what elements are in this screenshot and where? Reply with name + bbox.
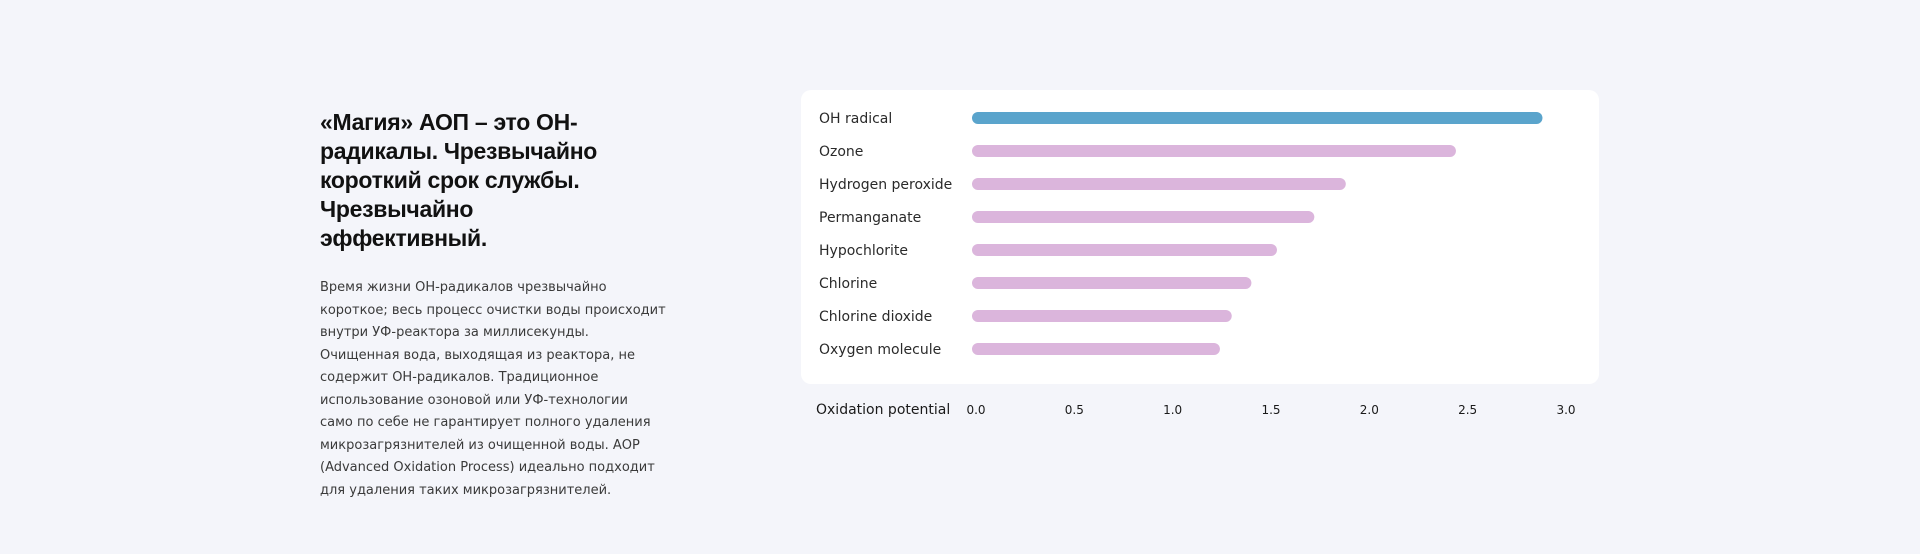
- bar-chlorine-dioxide: [972, 310, 1232, 322]
- x-tick-label: 1.5: [1261, 403, 1280, 417]
- bar-oxygen-molecule: [972, 343, 1220, 355]
- description-line: Время жизни ОН-радикалов чрезвычайно: [320, 280, 607, 295]
- bar-hypochlorite: [972, 244, 1277, 256]
- x-axis-label: Oxidation potential: [816, 402, 950, 418]
- description-line: использование озоновой или УФ-технологии: [320, 392, 628, 408]
- x-tick-label: 0.5: [1065, 403, 1084, 417]
- description-line: (Advanced Oxidation Process) идеально по…: [320, 460, 655, 475]
- intro-text-block: «Магия» АОП – это ОН- радикалы. Чрезвыча…: [320, 108, 666, 502]
- x-tick-label: 2.0: [1360, 403, 1379, 417]
- section-heading: «Магия» АОП – это ОН- радикалы. Чрезвыча…: [320, 108, 660, 253]
- category-label: Oxygen molecule: [819, 342, 941, 358]
- section-description: Время жизни ОН-радикалов чрезвычайно кор…: [320, 277, 666, 502]
- heading-line: Чрезвычайно: [320, 196, 474, 222]
- x-tick-label: 2.5: [1458, 403, 1477, 417]
- bar-chlorine: [972, 277, 1252, 289]
- description-line: содержит ОН-радикалов. Традиционное: [320, 370, 599, 385]
- category-label: Chlorine: [819, 276, 877, 292]
- x-tick-label: 3.0: [1556, 403, 1575, 417]
- description-line: само по себе не гарантирует полного удал…: [320, 415, 651, 430]
- category-label: Hypochlorite: [819, 243, 908, 259]
- heading-line: короткий срок службы.: [320, 167, 580, 193]
- bars-layer: [972, 112, 1543, 355]
- x-tick-label: 1.0: [1163, 403, 1182, 417]
- description-line: для удаления таких микрозагрязнителей.: [320, 482, 612, 498]
- bar-oh-radical: [972, 112, 1543, 124]
- x-tick-label: 0.0: [966, 403, 985, 417]
- bar-permanganate: [972, 211, 1315, 223]
- chart-card: [801, 90, 1599, 384]
- description-line: внутри УФ-реактора за миллисекунды.: [320, 325, 589, 340]
- category-label: OH radical: [819, 111, 892, 127]
- heading-line: радикалы. Чрезвычайно: [320, 138, 598, 164]
- bar-ozone: [972, 145, 1456, 157]
- heading-line: эффективный.: [320, 225, 487, 251]
- x-axis-ticks-layer: 0.0 0.5 1.0 1.5 2.0 2.5 3.0: [966, 403, 1575, 417]
- description-line: короткое; весь процесс очистки воды прои…: [320, 302, 666, 318]
- description-line: Очищенная вода, выходящая из реактора, н…: [320, 347, 635, 363]
- category-label: Permanganate: [819, 210, 921, 226]
- category-label: Ozone: [819, 144, 863, 160]
- heading-line: «Магия» АОП – это ОН-: [320, 109, 578, 135]
- description-line: микрозагрязнителей из очищенной воды. АО…: [320, 437, 640, 453]
- bar-hydrogen-peroxide: [972, 178, 1346, 190]
- category-label: Hydrogen peroxide: [819, 177, 952, 193]
- category-label: Chlorine dioxide: [819, 309, 932, 325]
- category-labels-layer: OH radical Ozone Hydrogen peroxide Permanga…: [819, 111, 952, 358]
